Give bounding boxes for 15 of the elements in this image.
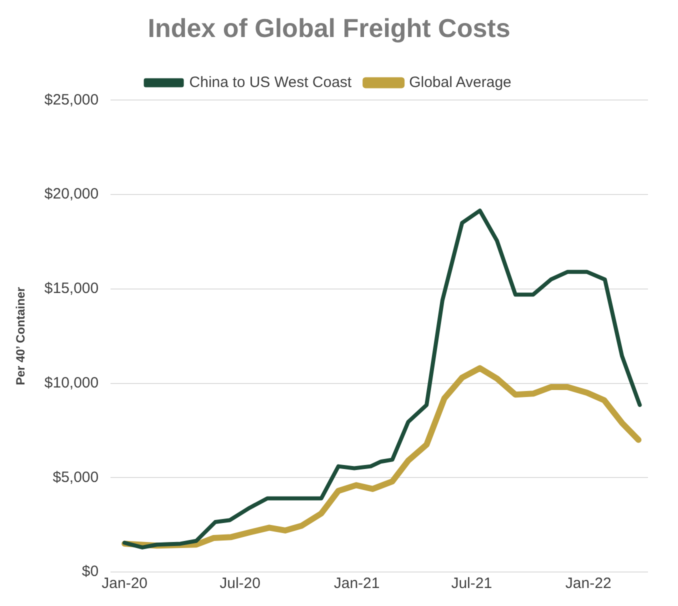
legend-label: Global Average — [409, 74, 512, 91]
y-tick-label: $25,000 — [44, 91, 99, 108]
x-tick-label: Jul-21 — [451, 575, 492, 592]
legend-label: China to US West Coast — [189, 74, 352, 91]
x-tick-label: Jan-22 — [565, 575, 612, 592]
y-axis-title: Per 40’ Container — [14, 286, 28, 386]
x-tick-label: Jan-21 — [334, 575, 380, 592]
y-tick-label: $5,000 — [52, 468, 99, 486]
chart-title: Index of Global Freight Costs — [148, 12, 510, 43]
x-tick-label: Jan-20 — [102, 575, 148, 592]
y-tick-label: $0 — [82, 563, 99, 580]
x-tick-label: Jul-20 — [220, 575, 260, 592]
y-tick-label: $20,000 — [44, 186, 99, 203]
y-tick-label: $10,000 — [44, 374, 99, 392]
y-tick-label: $15,000 — [44, 280, 99, 298]
